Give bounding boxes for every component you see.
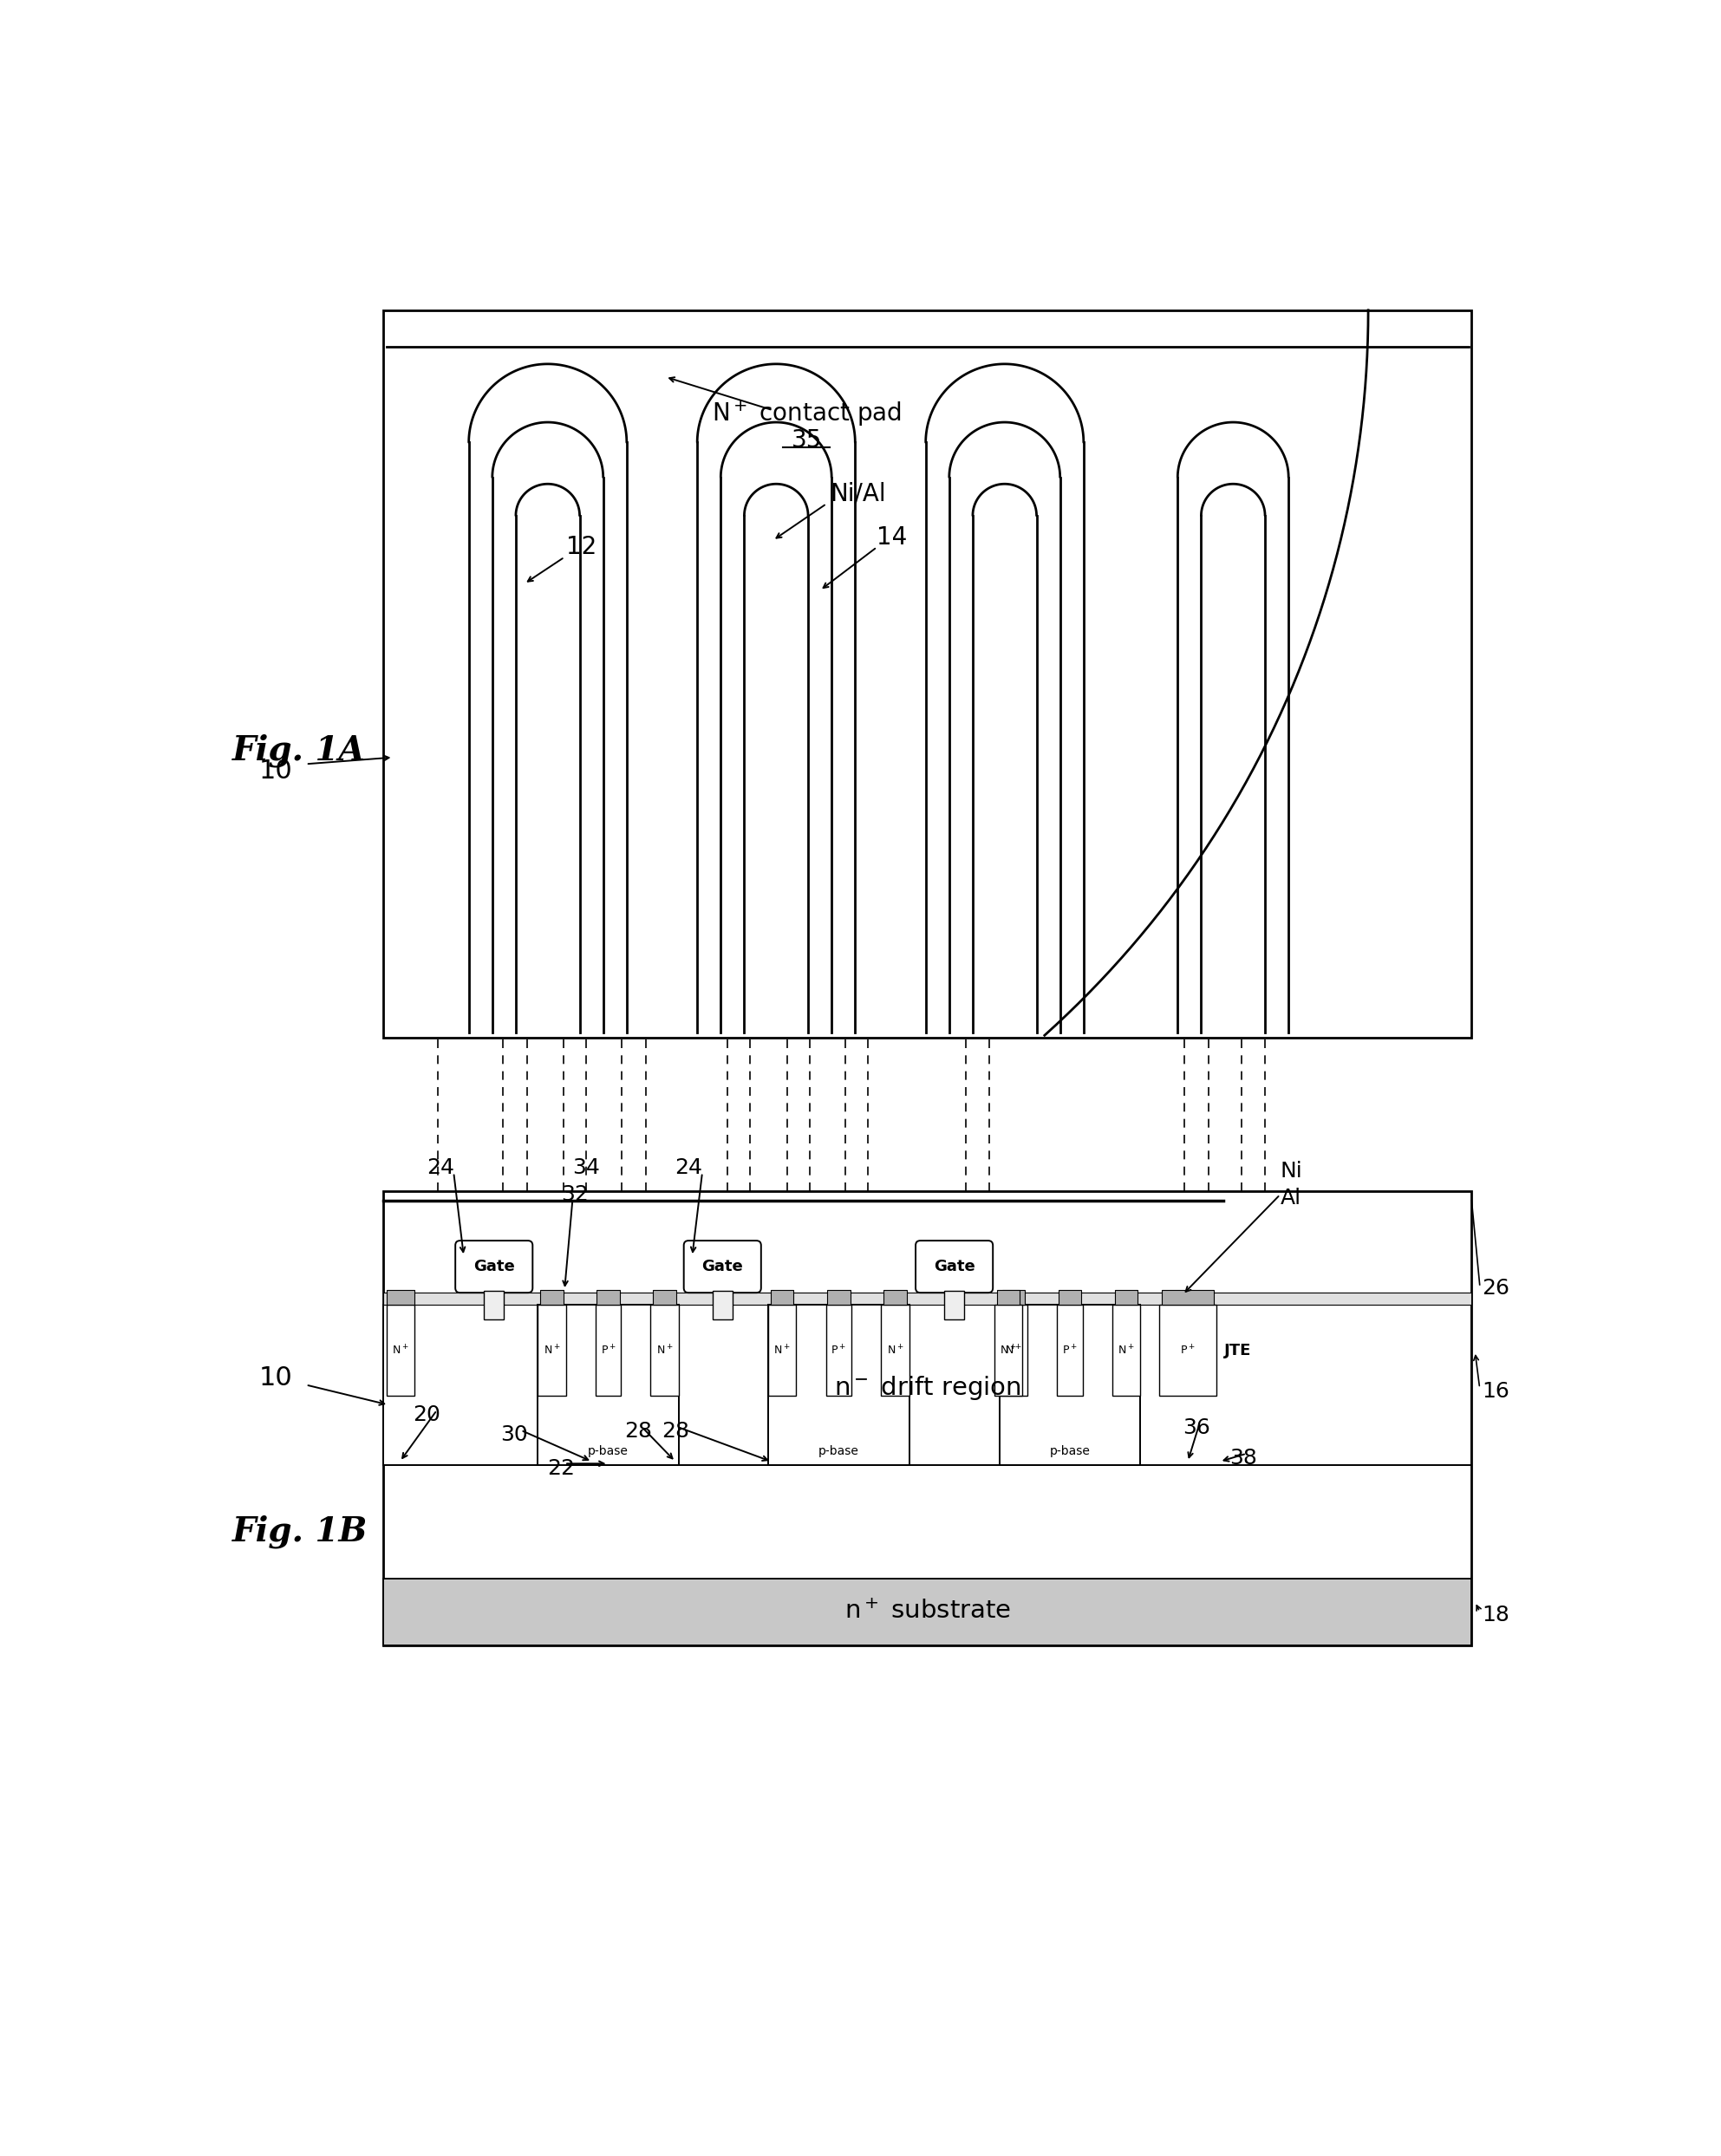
Text: 24: 24 [427, 1158, 454, 1179]
Bar [595, 1304, 621, 1397]
Text: N$^+$ contact pad: N$^+$ contact pad [711, 399, 902, 429]
Text: 34: 34 [571, 1158, 601, 1179]
Bar [484, 1291, 504, 1319]
Text: 10: 10 [258, 759, 293, 783]
Bar [384, 1294, 1471, 1304]
Text: p-base: p-base [589, 1445, 628, 1457]
Bar [883, 1289, 907, 1304]
Bar [768, 1304, 909, 1464]
Text: 24: 24 [675, 1158, 702, 1179]
Bar [828, 1289, 850, 1304]
FancyBboxPatch shape [683, 1240, 761, 1294]
Bar [945, 1291, 964, 1319]
Text: p-base: p-base [819, 1445, 859, 1457]
Text: 14: 14 [878, 524, 907, 550]
Text: 20: 20 [413, 1404, 441, 1425]
Bar [995, 1304, 1022, 1397]
Bar [654, 1289, 676, 1304]
Text: N$^+$: N$^+$ [656, 1343, 673, 1356]
Bar [712, 1291, 733, 1319]
Text: 35: 35 [792, 429, 821, 453]
Text: 28: 28 [661, 1421, 690, 1442]
Text: P$^+$: P$^+$ [1181, 1343, 1196, 1356]
Bar [1057, 1304, 1083, 1397]
Bar [384, 1192, 1471, 1645]
Text: Al: Al [1280, 1188, 1301, 1207]
Bar [881, 1304, 909, 1397]
Text: 12: 12 [566, 535, 597, 558]
Bar [384, 310, 1471, 1037]
Text: 32: 32 [561, 1184, 589, 1205]
FancyBboxPatch shape [916, 1240, 993, 1294]
Text: n$^+$ substrate: n$^+$ substrate [843, 1600, 1010, 1623]
Bar [384, 1578, 1471, 1645]
Bar [384, 1304, 1471, 1464]
Text: 16: 16 [1482, 1382, 1509, 1401]
Text: P$^+$: P$^+$ [601, 1343, 616, 1356]
Text: N$^+$: N$^+$ [774, 1343, 790, 1356]
Text: JTE: JTE [1224, 1343, 1251, 1358]
Bar [540, 1289, 563, 1304]
Text: p-base: p-base [1050, 1445, 1089, 1457]
Text: 18: 18 [1482, 1604, 1509, 1626]
Bar [1000, 1304, 1027, 1397]
Bar [996, 1289, 1021, 1304]
Bar [1160, 1304, 1217, 1397]
Text: Ni: Ni [1280, 1160, 1303, 1181]
Bar [597, 1289, 620, 1304]
Bar [387, 1304, 415, 1397]
Text: Fig. 1B: Fig. 1B [232, 1516, 368, 1548]
Text: P$^+$: P$^+$ [831, 1343, 847, 1356]
Text: N$^+$: N$^+$ [1117, 1343, 1134, 1356]
Bar [387, 1289, 415, 1304]
FancyBboxPatch shape [456, 1240, 532, 1294]
Text: n$^-$ drift region: n$^-$ drift region [835, 1373, 1021, 1401]
Bar [1115, 1289, 1138, 1304]
Bar [771, 1289, 793, 1304]
Bar [1162, 1289, 1213, 1304]
Text: N$^+$: N$^+$ [392, 1343, 410, 1356]
Text: Ni/Al: Ni/Al [830, 481, 886, 507]
Bar [1112, 1304, 1141, 1397]
Bar [826, 1304, 852, 1397]
Text: N$^+$: N$^+$ [1005, 1343, 1022, 1356]
Text: 36: 36 [1182, 1419, 1210, 1438]
Text: Gate: Gate [473, 1259, 515, 1274]
Bar [1000, 1304, 1141, 1464]
Text: N$^+$: N$^+$ [886, 1343, 904, 1356]
Bar [651, 1304, 678, 1397]
Bar [1058, 1289, 1081, 1304]
Text: 22: 22 [547, 1457, 575, 1479]
Text: Gate: Gate [933, 1259, 974, 1274]
Text: N$^+$: N$^+$ [544, 1343, 561, 1356]
Text: 28: 28 [625, 1421, 652, 1442]
Text: 30: 30 [501, 1425, 528, 1445]
Bar [537, 1304, 566, 1397]
Bar [537, 1304, 678, 1464]
Text: 26: 26 [1482, 1279, 1509, 1298]
Text: 10: 10 [258, 1365, 293, 1391]
Text: 38: 38 [1229, 1449, 1256, 1468]
Text: Gate: Gate [702, 1259, 743, 1274]
Text: N$^+$: N$^+$ [1000, 1343, 1017, 1356]
Text: P$^+$: P$^+$ [1062, 1343, 1077, 1356]
Bar [768, 1304, 797, 1397]
Text: Fig. 1A: Fig. 1A [232, 733, 365, 768]
Bar [1002, 1289, 1024, 1304]
